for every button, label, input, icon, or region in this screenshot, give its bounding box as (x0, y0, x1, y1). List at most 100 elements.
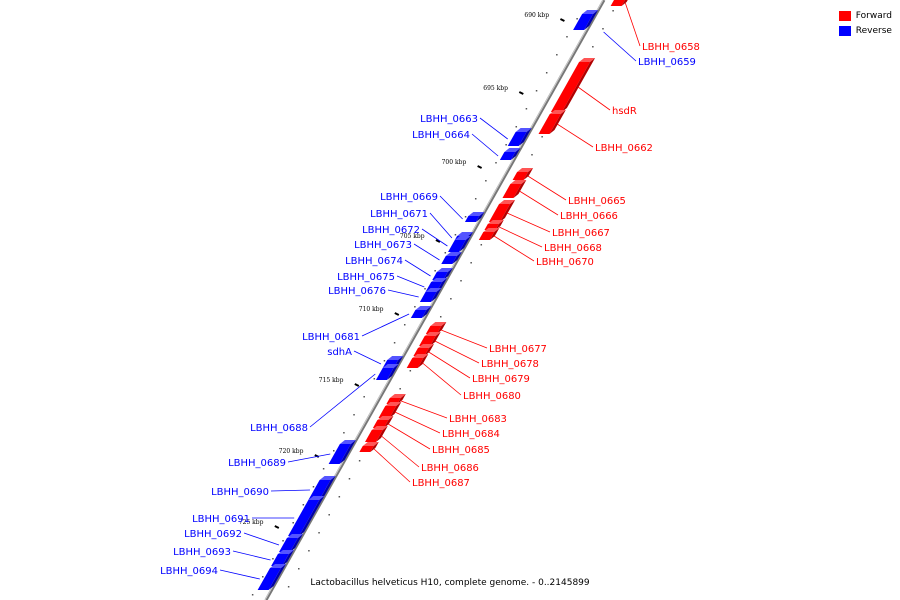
reverse-gene-LBHH_0694[interactable] (257, 564, 287, 590)
reverse-swatch (838, 25, 851, 36)
forward-gene-LBHH_0670[interactable] (478, 228, 500, 240)
label-leader (498, 226, 543, 248)
forward-gene-LBHH_0680[interactable] (406, 354, 429, 368)
reverse-gene-LBHH_0669[interactable] (464, 212, 485, 222)
tick-mark (518, 91, 524, 95)
reverse-gene-LBHH_0689[interactable] (328, 440, 356, 464)
label-leader (527, 175, 567, 201)
forward-gene-LBHH_0666[interactable] (502, 180, 527, 198)
forward-gene-hsdR[interactable] (550, 58, 596, 112)
gene-label[interactable]: LBHH_0663 (420, 114, 478, 125)
forward-gene-LBHH_0678[interactable] (419, 332, 441, 346)
gene-label[interactable]: LBHH_0689 (228, 458, 286, 469)
label-leader (413, 243, 440, 261)
reverse-gene-LBHH_0663[interactable] (507, 128, 532, 146)
tick-layer: 690 kbp 695 kbp 700 kbp 705 kbp 710 kbp 715 k… (239, 10, 614, 596)
gene-label[interactable]: LBHH_0659 (638, 57, 696, 68)
gene-label[interactable]: LBHH_0670 (536, 257, 594, 268)
gene-label[interactable]: hsdR (612, 106, 637, 117)
genome-axis (264, 0, 606, 600)
gene-label[interactable]: LBHH_0667 (552, 228, 610, 239)
feature-layer (257, 0, 630, 590)
forward-gene-LBHH_0684[interactable] (378, 402, 402, 418)
gene-label[interactable]: sdhA (327, 347, 352, 358)
gene-label[interactable]: LBHH_0693 (173, 547, 231, 558)
gene-label[interactable]: LBHH_0666 (560, 211, 618, 222)
gene-label[interactable]: LBHH_0687 (412, 478, 470, 489)
reverse-gene-LBHH_0691[interactable] (288, 496, 325, 536)
label-leader (577, 86, 611, 111)
gene-label[interactable]: LBHH_0674 (345, 256, 403, 267)
label-leader (506, 212, 551, 233)
tick-label: 715 kbp (319, 377, 344, 384)
gene-label[interactable]: LBHH_0664 (412, 130, 470, 141)
forward-gene-LBHH_0687[interactable] (359, 442, 379, 452)
reverse-gene-LBHH_0659[interactable] (573, 10, 599, 30)
label-leader (471, 133, 499, 157)
label-leader (429, 212, 453, 239)
gene-label[interactable]: LBHH_0692 (184, 529, 242, 540)
tick-label: 700 kbp (442, 159, 467, 166)
gene-label[interactable]: LBHH_0658 (642, 42, 700, 53)
forward-gene-LBHH_0667[interactable] (488, 200, 516, 222)
gene-label[interactable]: LBHH_0678 (481, 359, 539, 370)
forward-gene-LBHH_0658[interactable] (610, 0, 630, 6)
legend: Forward Reverse (838, 8, 892, 38)
gene-label[interactable]: LBHH_0691 (192, 514, 250, 525)
forward-gene-LBHH_0665[interactable] (512, 168, 534, 180)
tick-mark (477, 165, 483, 169)
gene-label[interactable]: LBHH_0681 (302, 332, 360, 343)
label-leader (381, 435, 420, 468)
gene-label[interactable]: LBHH_0672 (362, 225, 420, 236)
forward-gene-LBHH_0662[interactable] (538, 110, 566, 134)
label-leader (479, 117, 508, 140)
gene-label[interactable]: LBHH_0690 (211, 487, 269, 498)
gene-label[interactable]: LBHH_0673 (354, 240, 412, 251)
gene-label[interactable]: LBHH_0683 (449, 414, 507, 425)
label-leader (556, 123, 594, 148)
tick-mark (354, 383, 360, 387)
reverse-gene-LBHH_0673[interactable] (441, 252, 462, 264)
gene-label[interactable]: LBHH_0688 (250, 423, 308, 434)
reverse-gene-LBHH_0664[interactable] (499, 148, 521, 160)
gene-label[interactable]: LBHH_0675 (337, 272, 395, 283)
label-leader (440, 329, 488, 349)
genome-caption: Lactobacillus helveticus H10, complete g… (310, 578, 590, 588)
tick-mark (435, 239, 441, 243)
gene-label[interactable]: LBHH_0686 (421, 463, 479, 474)
gene-label[interactable]: LBHH_0662 (595, 143, 653, 154)
label-leader (394, 411, 441, 434)
tick-label: 710 kbp (359, 306, 384, 313)
reverse-gene-LBHH_0688[interactable] (375, 364, 399, 380)
gene-label[interactable]: LBHH_0684 (442, 429, 500, 440)
label-leader (243, 532, 280, 546)
gene-label[interactable]: LBHH_0680 (463, 391, 521, 402)
reverse-gene-LBHH_0690[interactable] (308, 476, 336, 500)
tick-label: 705 kbp (400, 233, 425, 240)
reverse-gene-LBHH_0693[interactable] (271, 550, 294, 566)
gene-label[interactable]: LBHH_0668 (544, 243, 602, 254)
gene-label[interactable]: LBHH_0685 (432, 445, 490, 456)
forward-gene-LBHH_0686[interactable] (365, 426, 388, 442)
tick-label: 725 kbp (239, 519, 264, 526)
gene-label[interactable]: LBHH_0694 (160, 566, 218, 577)
label-leader (373, 448, 411, 483)
label-leader (232, 550, 271, 561)
gene-label[interactable]: LBHH_0665 (568, 196, 626, 207)
gene-label[interactable]: LBHH_0679 (472, 374, 530, 385)
reverse-gene-LBHH_0676[interactable] (419, 288, 442, 302)
legend-label-forward: Forward (855, 10, 892, 21)
gene-label[interactable]: LBHH_0677 (489, 344, 547, 355)
reverse-gene-LBHH_0692[interactable] (279, 534, 303, 552)
label-leader (624, 2, 641, 47)
label-leader (493, 235, 535, 262)
reverse-gene-LBHH_0672[interactable] (448, 236, 471, 252)
gene-label[interactable]: LBHH_0671 (370, 209, 428, 220)
label-leader (519, 190, 559, 216)
gene-label[interactable]: LBHH_0669 (380, 192, 438, 203)
gene-label[interactable]: LBHH_0676 (328, 286, 386, 297)
tick-label: 690 kbp (524, 12, 549, 19)
label-leader (404, 259, 431, 277)
label-leader (421, 228, 448, 247)
reverse-gene-LBHH_0681[interactable] (410, 306, 432, 318)
